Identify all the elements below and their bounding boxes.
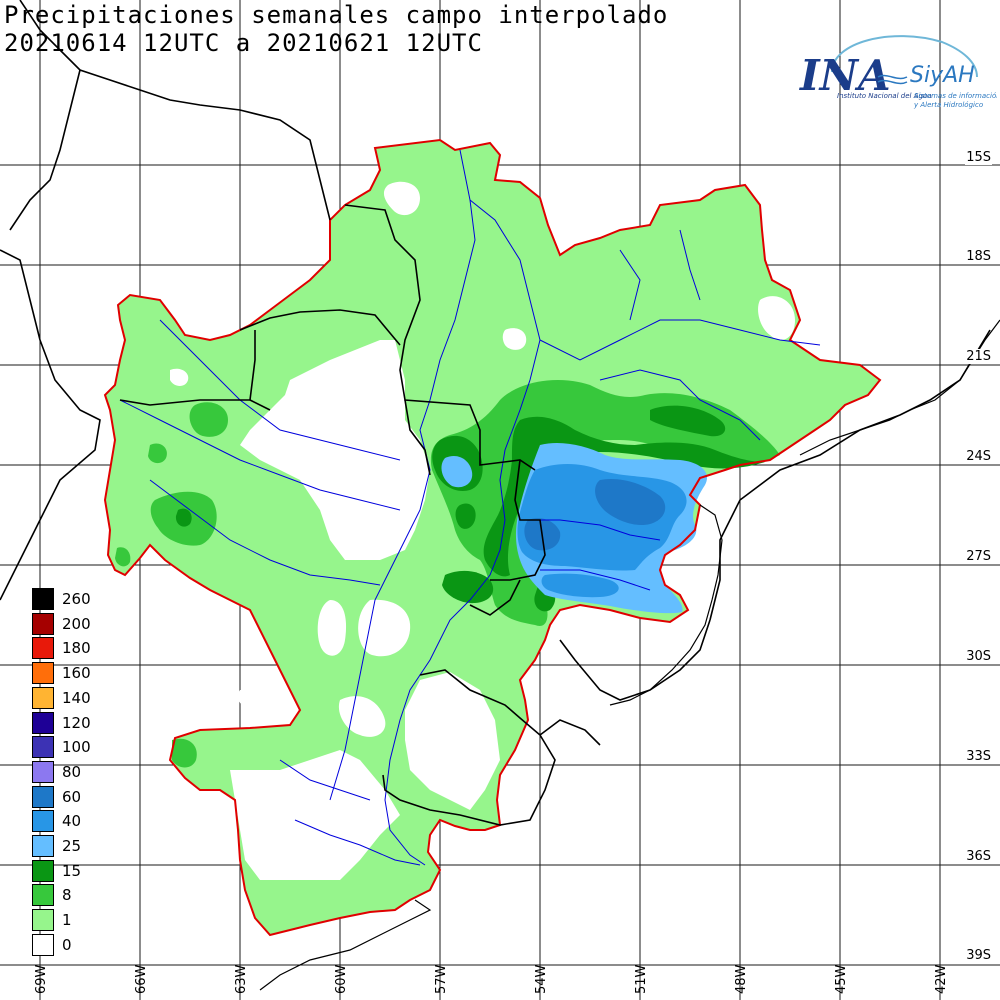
legend-swatch [32,662,54,685]
legend-swatch [32,686,54,709]
legend-swatch [32,711,54,734]
legend-label: 100 [62,738,91,757]
legend-item: 160 [30,660,110,685]
legend-label: 140 [62,688,91,707]
legend-swatch [32,859,54,882]
lon-label: 45W [834,964,849,994]
legend-label: 8 [62,886,72,905]
rivers [119,149,821,866]
legend-swatch [32,909,54,932]
lon-label: 42W [934,964,949,994]
lat-label: 36S [965,849,992,864]
legend-swatch [32,810,54,833]
legend-item: 260 [30,586,110,610]
lat-label: 24S [965,449,992,464]
legend-label: 60 [62,787,82,806]
legend-label: 1 [62,911,72,930]
lon-label: 60W [334,964,349,994]
lon-label: 48W [734,964,749,994]
legend-label: 260 [62,590,91,608]
zero-precip-zones [170,181,795,880]
legend-label: 80 [62,762,82,781]
legend-label: 25 [62,837,82,855]
legend-item: 40 [30,808,110,833]
lat-label: 18S [965,249,992,264]
map-title: Precipitaciones semanales campo interpol… [4,1,669,29]
legend-item: 0 [30,932,110,956]
legend-swatch [32,933,54,956]
basin-outline [103,138,882,937]
legend-label: 200 [62,614,91,633]
legend-label: 180 [62,639,91,658]
logo-product-subtitle-2: y Alerta Hidrológico [913,101,983,109]
legend-label: 40 [62,812,82,831]
legend-swatch [32,835,54,857]
lat-label: 15S [965,150,992,165]
ina-siyah-logo: INA SiyAH Instituto Nacional del Agua Si… [792,32,1000,127]
legend-swatch [32,884,54,907]
lat-label: 21S [965,349,992,364]
lon-label: 63W [234,964,249,994]
legend-item: 1 [30,907,110,932]
lat-label: 30S [965,649,992,664]
legend-item: 120 [30,710,110,734]
lat-label: 33S [965,749,992,764]
logo-subtitle: Instituto Nacional del Agua [837,92,932,100]
legend-label: 120 [62,713,91,732]
logo-product-subtitle-1: Sistemas de información [914,92,997,100]
legend-label: 15 [62,861,82,880]
legend-item: 60 [30,784,110,808]
legend-item: 180 [30,635,110,660]
legend-swatch [32,588,54,610]
legend-label: 0 [62,935,72,954]
legend-swatch [32,736,54,759]
legend-item: 200 [30,611,110,635]
lon-label: 66W [134,964,149,994]
legend-swatch [32,612,54,635]
logo-product: SiyAH [910,63,975,88]
legend-item: 100 [30,734,110,759]
legend-swatch [32,637,54,660]
lon-label: 69W [34,964,49,994]
lon-label: 57W [434,964,449,994]
lon-label: 51W [634,964,649,994]
legend-item: 15 [30,858,110,882]
lat-label: 27S [965,549,992,564]
logo-brand: INA [799,51,891,100]
legend-item: 140 [30,685,110,709]
legend-item: 80 [30,759,110,783]
legend-label: 160 [62,664,91,683]
legend-swatch [32,785,54,808]
lon-label: 54W [534,964,549,994]
lat-label: 39S [965,948,992,963]
map-date-range: 20210614 12UTC a 20210621 12UTC [4,29,483,57]
legend-item: 8 [30,882,110,907]
legend-item: 25 [30,833,110,857]
legend-swatch [32,760,54,783]
